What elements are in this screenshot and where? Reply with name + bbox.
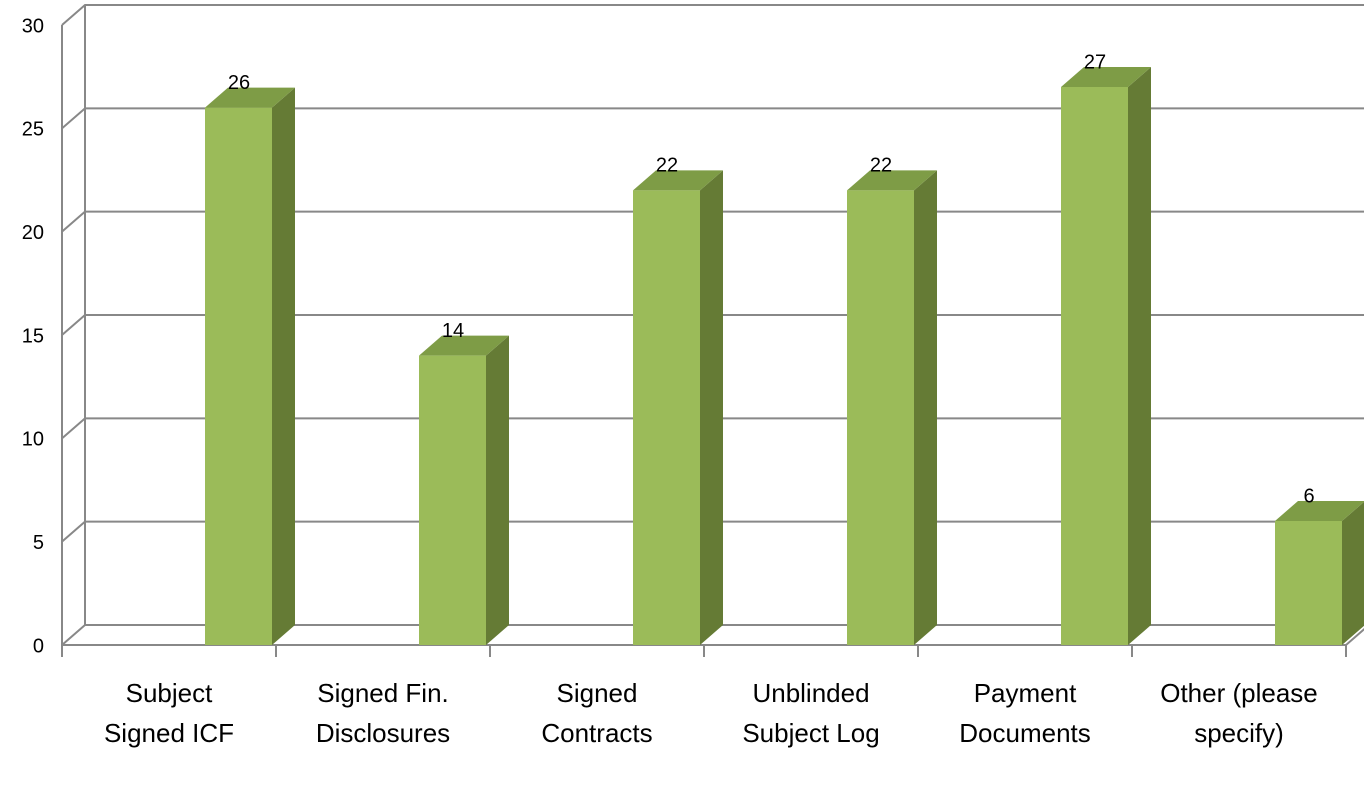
x-tick-label: Unblinded Subject Log	[742, 678, 880, 748]
bar-side	[486, 335, 509, 645]
y-tick-label: 10	[22, 429, 44, 451]
bar-side	[1342, 501, 1364, 645]
bar	[205, 87, 295, 645]
grid-line	[61, 107, 1364, 130]
bar-side	[700, 170, 723, 646]
y-tick-label: 30	[22, 15, 44, 37]
bar	[847, 170, 937, 646]
bar-top	[419, 335, 509, 356]
grid-line	[61, 520, 1364, 543]
bar	[1061, 67, 1151, 645]
grid-line	[61, 210, 1364, 233]
x-tick-label: Other (please specify)	[1160, 678, 1318, 748]
bar-side	[272, 87, 295, 645]
y-tick-label: 25	[22, 119, 44, 141]
y-tick-label: 0	[33, 635, 44, 657]
bar-top	[1061, 67, 1151, 87]
grid-line	[61, 314, 1364, 336]
bar-front	[205, 107, 272, 645]
bar-front	[1275, 521, 1342, 645]
bar	[1275, 501, 1364, 645]
x-tick-label: Subject Signed ICF	[103, 678, 235, 748]
y-tick-label: 20	[22, 222, 44, 244]
bar-front	[419, 355, 486, 645]
x-tick-label: Signed Contracts	[541, 678, 653, 748]
value-label: 26	[228, 72, 250, 94]
bar-top	[633, 170, 723, 191]
bar-front	[1061, 87, 1128, 645]
y-tick-label: 15	[22, 325, 44, 347]
grid-line	[61, 4, 1364, 26]
y-tick-label: 5	[33, 532, 44, 554]
bar-top	[205, 87, 295, 108]
value-label: 22	[870, 155, 892, 177]
floor-edge	[1345, 628, 1364, 646]
grid-line	[61, 624, 1364, 646]
bar	[633, 170, 723, 646]
bar-front	[847, 190, 914, 646]
bar-side	[914, 170, 937, 646]
value-label: 22	[656, 155, 678, 177]
grid-line	[61, 417, 1364, 440]
bar-top	[1275, 501, 1364, 521]
bar	[419, 335, 509, 645]
value-label: 14	[442, 320, 464, 342]
bar-side	[1128, 67, 1151, 645]
value-label: 27	[1084, 51, 1106, 73]
value-label: 6	[1303, 485, 1314, 507]
bar-top	[847, 170, 937, 191]
bar-front	[633, 190, 700, 646]
x-tick-label: Signed Fin. Disclosures	[315, 678, 451, 748]
x-tick-label: Payment Documents	[959, 678, 1091, 748]
